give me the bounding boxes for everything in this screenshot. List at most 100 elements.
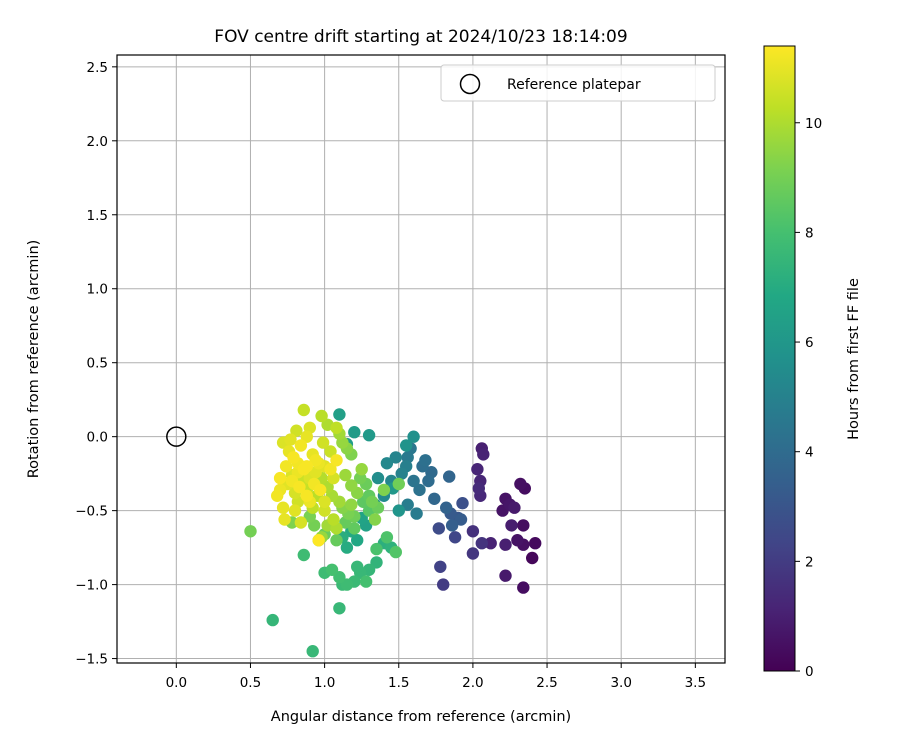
data-point [434, 560, 447, 573]
data-point [410, 507, 423, 520]
data-point [511, 534, 524, 547]
data-point [445, 519, 459, 532]
data-point [340, 541, 354, 554]
data-point [359, 575, 373, 588]
data-point [475, 537, 488, 550]
data-point [448, 531, 462, 544]
colorbar-tick-label: 4 [805, 445, 814, 461]
data-point [300, 460, 313, 473]
x-tick-label: 1.0 [314, 675, 335, 691]
data-point [392, 504, 405, 517]
data-point [271, 489, 284, 502]
data-point [517, 581, 530, 594]
data-point [348, 522, 361, 535]
data-point [284, 433, 297, 446]
data-point [300, 430, 313, 443]
data-point [526, 551, 539, 565]
data-point [466, 525, 480, 538]
x-axis-ticks: 0.0 0.5 1.0 1.5 2.0 2.5 3.0 3.5 [166, 663, 706, 691]
data-point [273, 471, 287, 485]
x-tick-label: 2.5 [536, 675, 557, 691]
data-point [330, 454, 343, 467]
data-point [419, 454, 432, 467]
data-point [371, 471, 385, 485]
data-point [244, 525, 257, 538]
data-points [244, 403, 542, 658]
data-point [484, 537, 497, 550]
y-axis-ticks: −1.5 −1.0 −0.5 0.0 0.5 1.0 1.5 2.0 2.5 [75, 60, 117, 668]
data-point [499, 538, 512, 551]
x-tick-label: 1.5 [388, 675, 409, 691]
x-tick-label: 0.0 [166, 675, 187, 691]
data-point [362, 429, 376, 442]
data-point [400, 439, 413, 452]
x-tick-label: 0.5 [240, 675, 261, 691]
data-point [380, 531, 394, 544]
data-point [333, 408, 346, 421]
x-axis-label: Angular distance from reference (arcmin) [271, 709, 571, 725]
data-point [324, 463, 337, 476]
data-point [514, 477, 527, 491]
legend: Reference platepar [440, 64, 716, 102]
plot-frame [116, 54, 726, 664]
colorbar: 0 2 4 6 8 10 Hours from first FF file [763, 45, 862, 680]
data-point [300, 489, 313, 502]
grid [117, 55, 725, 663]
data-point [345, 498, 358, 511]
x-tick-label: 3.5 [685, 675, 706, 691]
data-point [401, 498, 414, 511]
y-tick-label: 2.0 [87, 134, 108, 150]
data-point [471, 463, 484, 476]
data-point [276, 501, 290, 514]
legend-box [440, 64, 716, 102]
data-point [440, 501, 453, 514]
data-point [368, 513, 382, 526]
data-point [477, 448, 490, 461]
data-point [407, 474, 420, 488]
data-point [297, 403, 310, 417]
legend-marker-icon [459, 73, 481, 95]
colorbar-tick-label: 8 [805, 225, 814, 241]
data-point [333, 602, 346, 615]
colorbar-gradient [763, 45, 796, 672]
data-point [330, 534, 343, 547]
data-point [351, 560, 364, 573]
data-point [327, 513, 340, 526]
data-point [325, 563, 339, 576]
colorbar-tick-label: 2 [805, 554, 814, 570]
x-tick-label: 3.0 [610, 675, 631, 691]
chart-title: FOV centre drift starting at 2024/10/23 … [214, 27, 627, 47]
data-point [432, 522, 445, 535]
y-tick-label: 0.0 [87, 430, 108, 446]
x-tick-label: 2.0 [462, 675, 483, 691]
colorbar-label: Hours from first FF file [846, 278, 862, 440]
data-point [288, 504, 302, 517]
colorbar-tick-label: 0 [805, 664, 814, 680]
data-point [508, 501, 521, 514]
data-point [529, 537, 542, 550]
data-point [505, 519, 518, 532]
data-point [279, 460, 293, 473]
data-point [312, 534, 325, 547]
data-point [290, 424, 303, 437]
data-point [377, 483, 391, 497]
y-tick-label: −1.5 [75, 652, 108, 668]
legend-entry-reference: Reference platepar [507, 77, 641, 93]
data-point [517, 519, 530, 532]
data-point [318, 495, 331, 508]
colorbar-tick-label: 10 [805, 116, 822, 132]
data-point [389, 545, 402, 559]
data-point [395, 467, 408, 480]
data-point [294, 516, 308, 529]
y-tick-label: 1.5 [87, 208, 108, 224]
data-point [309, 454, 322, 467]
data-point [454, 513, 468, 526]
colorbar-tick-label: 6 [805, 335, 814, 351]
data-point [266, 613, 279, 627]
reference-platepar-marker [166, 426, 187, 447]
data-point [380, 457, 394, 470]
data-point [389, 451, 402, 464]
data-point [294, 439, 308, 452]
data-point [365, 495, 379, 508]
